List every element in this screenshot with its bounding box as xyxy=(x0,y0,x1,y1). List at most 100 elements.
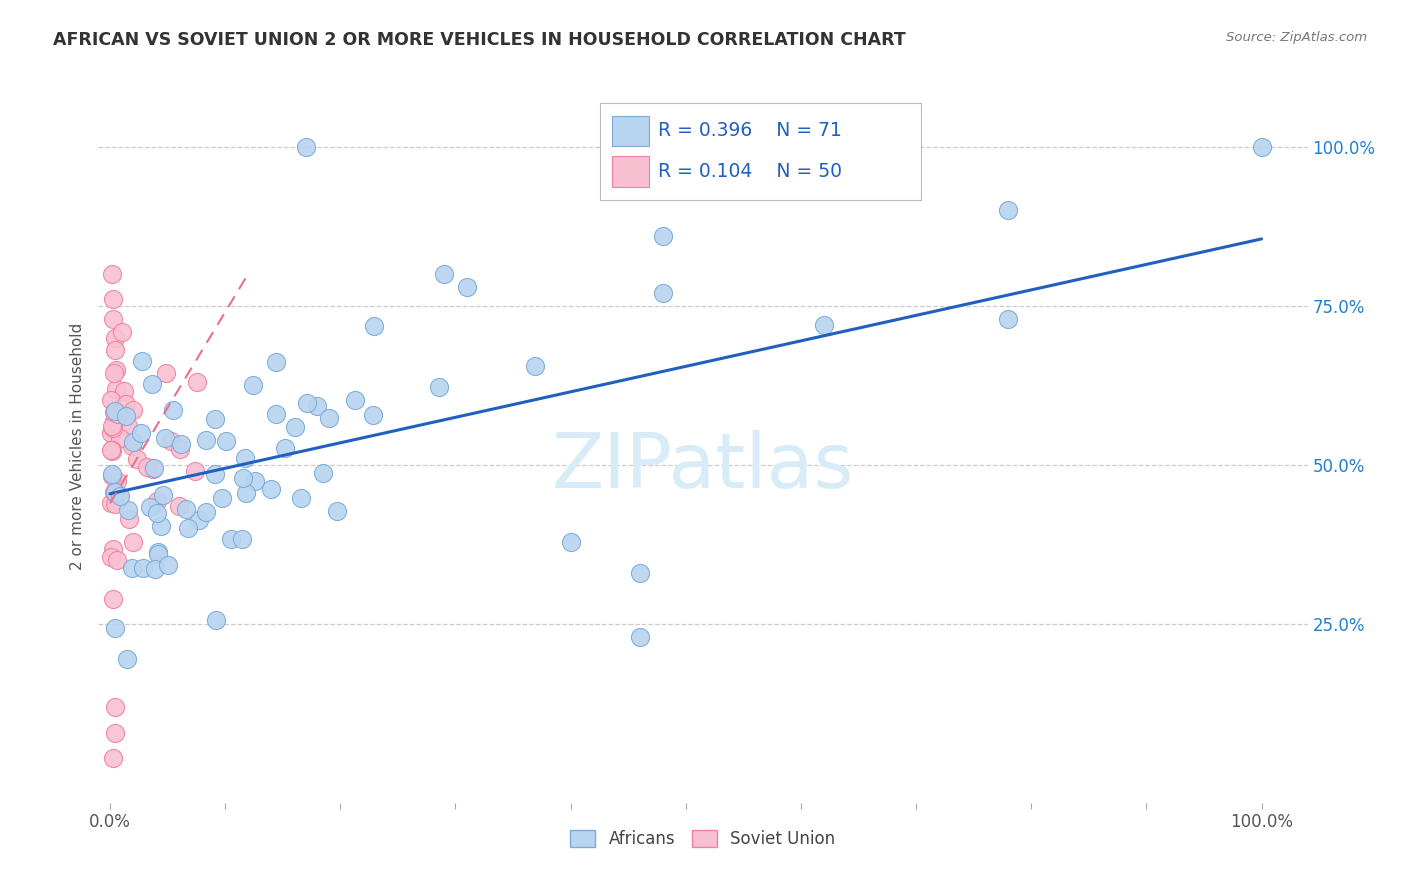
Point xyxy=(146,545,169,559)
Point xyxy=(103,331,125,345)
Point xyxy=(103,343,125,358)
Point xyxy=(100,467,122,481)
Point xyxy=(104,485,127,500)
Point xyxy=(142,461,165,475)
Point xyxy=(103,484,125,499)
Text: Source: ZipAtlas.com: Source: ZipAtlas.com xyxy=(1226,31,1367,45)
Point xyxy=(101,592,124,607)
Point xyxy=(361,408,384,422)
Point xyxy=(167,500,190,514)
Point xyxy=(100,426,122,441)
Point xyxy=(131,354,153,368)
Point xyxy=(264,407,287,421)
Point xyxy=(122,535,145,549)
Point xyxy=(101,267,124,281)
Point xyxy=(110,431,132,445)
Point xyxy=(117,503,139,517)
Point xyxy=(100,442,122,457)
Point xyxy=(107,491,129,506)
Point xyxy=(103,751,125,765)
Bar xyxy=(613,116,648,146)
Point xyxy=(103,414,125,428)
Point xyxy=(103,405,125,419)
Point xyxy=(145,506,167,520)
Point xyxy=(107,407,129,421)
Point xyxy=(104,404,127,418)
Point xyxy=(152,488,174,502)
Point xyxy=(103,311,125,326)
Point xyxy=(162,403,184,417)
Y-axis label: 2 or more Vehicles in Household: 2 or more Vehicles in Household xyxy=(70,322,86,570)
Point xyxy=(104,382,127,396)
FancyBboxPatch shape xyxy=(600,103,921,200)
Point xyxy=(100,496,122,510)
Point xyxy=(260,482,283,496)
Point xyxy=(117,418,139,433)
Point xyxy=(103,725,125,739)
Point xyxy=(186,375,208,389)
Point xyxy=(204,467,226,481)
Point xyxy=(101,541,124,556)
Point xyxy=(103,293,125,307)
Point xyxy=(232,471,254,485)
Point xyxy=(131,425,153,440)
Point xyxy=(233,451,256,466)
Point xyxy=(205,613,228,627)
Point xyxy=(115,651,138,665)
Point xyxy=(121,439,143,453)
Point xyxy=(651,286,673,301)
Point xyxy=(264,355,287,369)
Point xyxy=(651,228,673,243)
Point xyxy=(560,534,582,549)
Point xyxy=(159,434,181,448)
Bar xyxy=(613,156,648,187)
Point xyxy=(628,630,651,644)
Point xyxy=(177,521,200,535)
Point xyxy=(135,460,157,475)
Point xyxy=(294,139,316,153)
Text: ZIPatlas: ZIPatlas xyxy=(551,431,855,504)
Point xyxy=(1250,139,1272,153)
Point xyxy=(122,435,145,450)
Point xyxy=(813,318,835,332)
Point xyxy=(101,419,124,434)
Legend: Africans, Soviet Union: Africans, Soviet Union xyxy=(564,823,842,855)
Point xyxy=(170,437,193,451)
Point xyxy=(295,395,318,409)
Point xyxy=(363,318,385,333)
Point xyxy=(146,494,169,508)
Point xyxy=(132,560,155,574)
Point xyxy=(141,376,163,391)
Point xyxy=(184,465,207,479)
Point xyxy=(139,500,162,514)
Point xyxy=(104,362,127,376)
Point xyxy=(524,359,547,373)
Point xyxy=(146,547,169,561)
Point xyxy=(100,392,122,407)
Point xyxy=(211,491,233,506)
Point xyxy=(235,486,257,500)
Point xyxy=(231,532,253,546)
Point xyxy=(195,505,218,519)
Point xyxy=(433,267,456,281)
Point xyxy=(108,489,131,503)
Text: R = 0.104    N = 50: R = 0.104 N = 50 xyxy=(658,161,842,181)
Point xyxy=(997,311,1019,326)
Point xyxy=(997,203,1019,218)
Point xyxy=(105,553,128,567)
Point xyxy=(142,462,165,476)
Point xyxy=(427,379,450,393)
Point xyxy=(219,532,242,546)
Point xyxy=(307,399,329,413)
Point xyxy=(105,474,128,488)
Point xyxy=(215,434,238,448)
Point xyxy=(312,466,335,480)
Point xyxy=(104,497,127,511)
Point xyxy=(204,412,226,426)
Point xyxy=(290,491,312,505)
Point xyxy=(104,621,127,635)
Point xyxy=(456,279,478,293)
Point xyxy=(111,325,134,339)
Point xyxy=(118,511,141,525)
Point xyxy=(150,519,173,533)
